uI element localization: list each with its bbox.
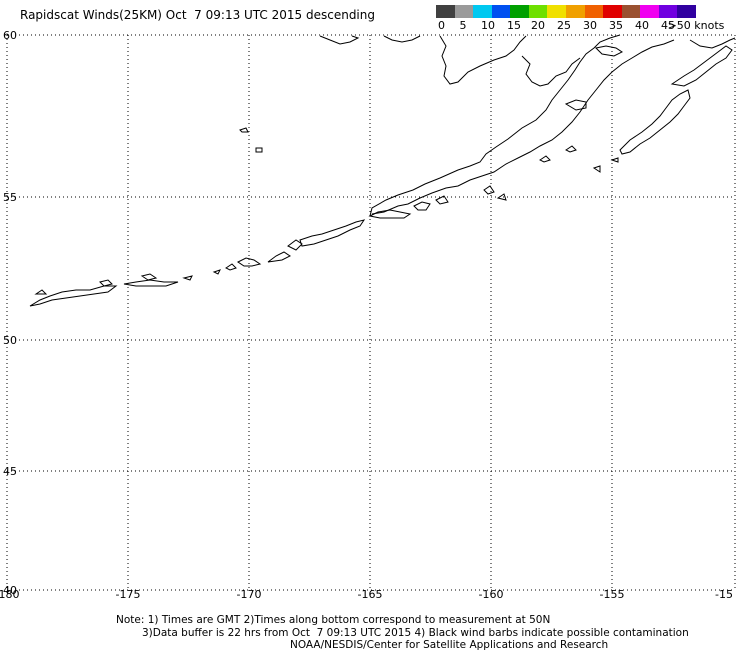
scale-label: 20 [531, 19, 545, 32]
fox-islands [267, 219, 366, 263]
lat-label: 40 [3, 584, 17, 597]
note-line-1: Note: 1) Times are GMT 2)Times along bot… [116, 614, 551, 626]
map-title: Rapidscat Winds(25KM) Oct 7 09:13 UTC 20… [20, 8, 375, 22]
latitude-labels: 60 55 50 45 40 [3, 29, 17, 597]
coastline [29, 34, 736, 307]
color-swatch [584, 5, 604, 18]
nunivak-island [319, 35, 360, 45]
kenai-coast [689, 37, 736, 49]
unimak-island [368, 209, 412, 219]
becharof-lake [564, 99, 587, 111]
lon-label: -180 [0, 588, 19, 601]
scale-label: 35 [609, 19, 623, 32]
color-scale-bar [436, 5, 696, 18]
kodiak-island [619, 89, 691, 155]
pribilof-islands [239, 127, 263, 153]
color-swatch [621, 5, 641, 18]
scale-label: 40 [635, 19, 649, 32]
shumagin-islands [413, 185, 507, 211]
iliamna-lake [594, 45, 623, 57]
scale-label: 5 [459, 19, 467, 32]
lat-label: 55 [3, 191, 17, 204]
north-coast-fragment [383, 35, 421, 43]
rat-islands [123, 273, 193, 287]
scale-label: >50 knots [667, 19, 725, 32]
color-swatch [436, 5, 455, 18]
lat-lon-grid [6, 34, 736, 591]
color-swatch [454, 5, 474, 18]
lon-label: -165 [358, 588, 383, 601]
scale-label: 10 [481, 19, 495, 32]
lon-label: -155 [600, 588, 625, 601]
note-line-3: NOAA/NESDIS/Center for Satellite Applica… [290, 639, 609, 651]
color-swatch [473, 5, 492, 18]
bristol-bay-coast [439, 35, 527, 85]
lon-label: -170 [237, 588, 262, 601]
longitude-labels: -180 -175 -170 -165 -160 -155 -15 [0, 588, 733, 601]
color-swatch [658, 5, 678, 18]
peninsula-south-coast [371, 39, 675, 215]
color-swatch [565, 5, 585, 18]
lon-label: -15 [715, 588, 733, 601]
color-swatch [510, 5, 529, 18]
color-swatch [547, 5, 566, 18]
lat-label: 45 [3, 465, 17, 478]
scale-label: 45 [661, 19, 675, 32]
near-islands [29, 279, 118, 307]
alaska-peninsula-coast [369, 34, 621, 217]
afognak-island [670, 45, 733, 87]
lon-label: -160 [479, 588, 504, 601]
scale-label: 25 [557, 19, 571, 32]
color-swatch [640, 5, 659, 18]
lon-label: -175 [116, 588, 141, 601]
scale-label: 0 [438, 19, 445, 32]
semidi-islands [539, 145, 619, 173]
andreanof-islands [212, 257, 262, 275]
color-swatch [528, 5, 548, 18]
color-swatch [491, 5, 511, 18]
lat-label: 50 [3, 334, 17, 347]
wind-speed-color-scale: 0 5 10 15 20 25 30 35 40 45 >50 knots [436, 5, 724, 35]
color-swatch [603, 5, 622, 18]
scale-label: 30 [583, 19, 597, 32]
footnotes: Note: 1) Times are GMT 2)Times along bot… [0, 614, 740, 652]
scale-label: 15 [507, 19, 521, 32]
nushagak-coast [521, 55, 581, 87]
lat-label: 60 [3, 29, 17, 42]
note-line-2: 3)Data buffer is 22 hrs from Oct 7 09:13… [142, 626, 689, 639]
color-swatch [677, 5, 696, 18]
